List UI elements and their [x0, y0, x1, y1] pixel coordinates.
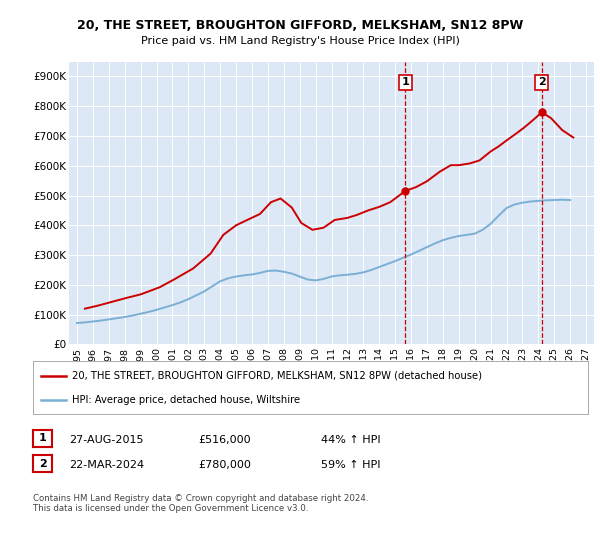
Text: 20, THE STREET, BROUGHTON GIFFORD, MELKSHAM, SN12 8PW (detached house): 20, THE STREET, BROUGHTON GIFFORD, MELKS… [72, 371, 482, 381]
Text: 59% ↑ HPI: 59% ↑ HPI [321, 460, 380, 470]
Text: £780,000: £780,000 [198, 460, 251, 470]
Text: 22-MAR-2024: 22-MAR-2024 [69, 460, 144, 470]
Text: 2: 2 [39, 459, 46, 469]
Text: This data is licensed under the Open Government Licence v3.0.: This data is licensed under the Open Gov… [33, 504, 308, 513]
Text: 2: 2 [538, 77, 545, 87]
Text: Price paid vs. HM Land Registry's House Price Index (HPI): Price paid vs. HM Land Registry's House … [140, 36, 460, 46]
Text: HPI: Average price, detached house, Wiltshire: HPI: Average price, detached house, Wilt… [72, 395, 300, 405]
Text: Contains HM Land Registry data © Crown copyright and database right 2024.: Contains HM Land Registry data © Crown c… [33, 494, 368, 503]
Text: £516,000: £516,000 [198, 435, 251, 445]
Text: 44% ↑ HPI: 44% ↑ HPI [321, 435, 380, 445]
Text: 1: 1 [401, 77, 409, 87]
Text: 1: 1 [39, 433, 46, 444]
Text: 20, THE STREET, BROUGHTON GIFFORD, MELKSHAM, SN12 8PW: 20, THE STREET, BROUGHTON GIFFORD, MELKS… [77, 18, 523, 32]
Text: 27-AUG-2015: 27-AUG-2015 [69, 435, 143, 445]
